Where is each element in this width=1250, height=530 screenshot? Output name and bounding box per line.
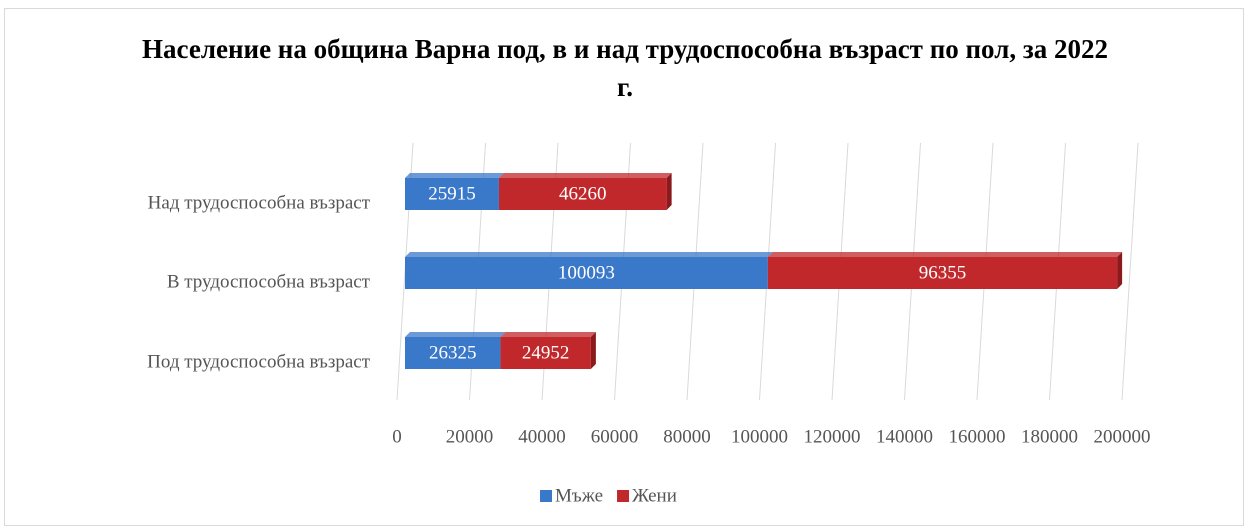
data-label: 24952	[522, 342, 570, 363]
x-tick-label: 140000	[876, 426, 933, 447]
x-tick-label: 180000	[1021, 426, 1078, 447]
bar	[500, 337, 591, 369]
legend-label: Жени	[632, 485, 677, 506]
data-label: 26325	[429, 342, 477, 363]
legend-swatch	[540, 490, 552, 502]
x-tick-label: 100000	[731, 426, 788, 447]
bar-top	[405, 332, 506, 337]
bar-top	[500, 332, 596, 337]
bar	[405, 178, 499, 210]
bar-side	[590, 332, 596, 369]
y-tick-label: Под трудоспособна възраст	[147, 351, 371, 372]
x-tick-label: 60000	[591, 426, 639, 447]
bar-top	[405, 173, 504, 178]
chart-frame	[4, 8, 1244, 526]
bar	[405, 257, 768, 289]
chart-title: Население на община Варна под, в и над т…	[142, 34, 1108, 102]
bar	[767, 257, 1118, 289]
bar-top	[498, 173, 672, 178]
x-tick-label: 120000	[804, 426, 861, 447]
x-tick-label: 0	[392, 426, 402, 447]
grid-line	[1121, 142, 1139, 401]
bar-top	[405, 252, 773, 257]
legend-label: Мъже	[555, 485, 603, 506]
x-tick-label: 20000	[446, 426, 494, 447]
data-label: 100093	[558, 262, 615, 283]
data-label: 25915	[428, 183, 476, 204]
x-tick-label: 80000	[663, 426, 711, 447]
bar	[498, 178, 667, 210]
bar	[405, 337, 501, 369]
x-tick-label: 200000	[1094, 426, 1151, 447]
x-tick-label: 40000	[518, 426, 566, 447]
bar-side	[1117, 252, 1123, 289]
bar-top	[767, 252, 1123, 257]
bar-side	[666, 173, 672, 210]
legend-swatch	[617, 490, 630, 502]
data-label: 46260	[559, 183, 607, 204]
data-label: 96355	[919, 262, 967, 283]
x-tick-label: 160000	[949, 426, 1006, 447]
y-tick-label: В трудоспособна възраст	[167, 271, 371, 292]
y-tick-label: Над трудоспособна възраст	[148, 192, 371, 213]
